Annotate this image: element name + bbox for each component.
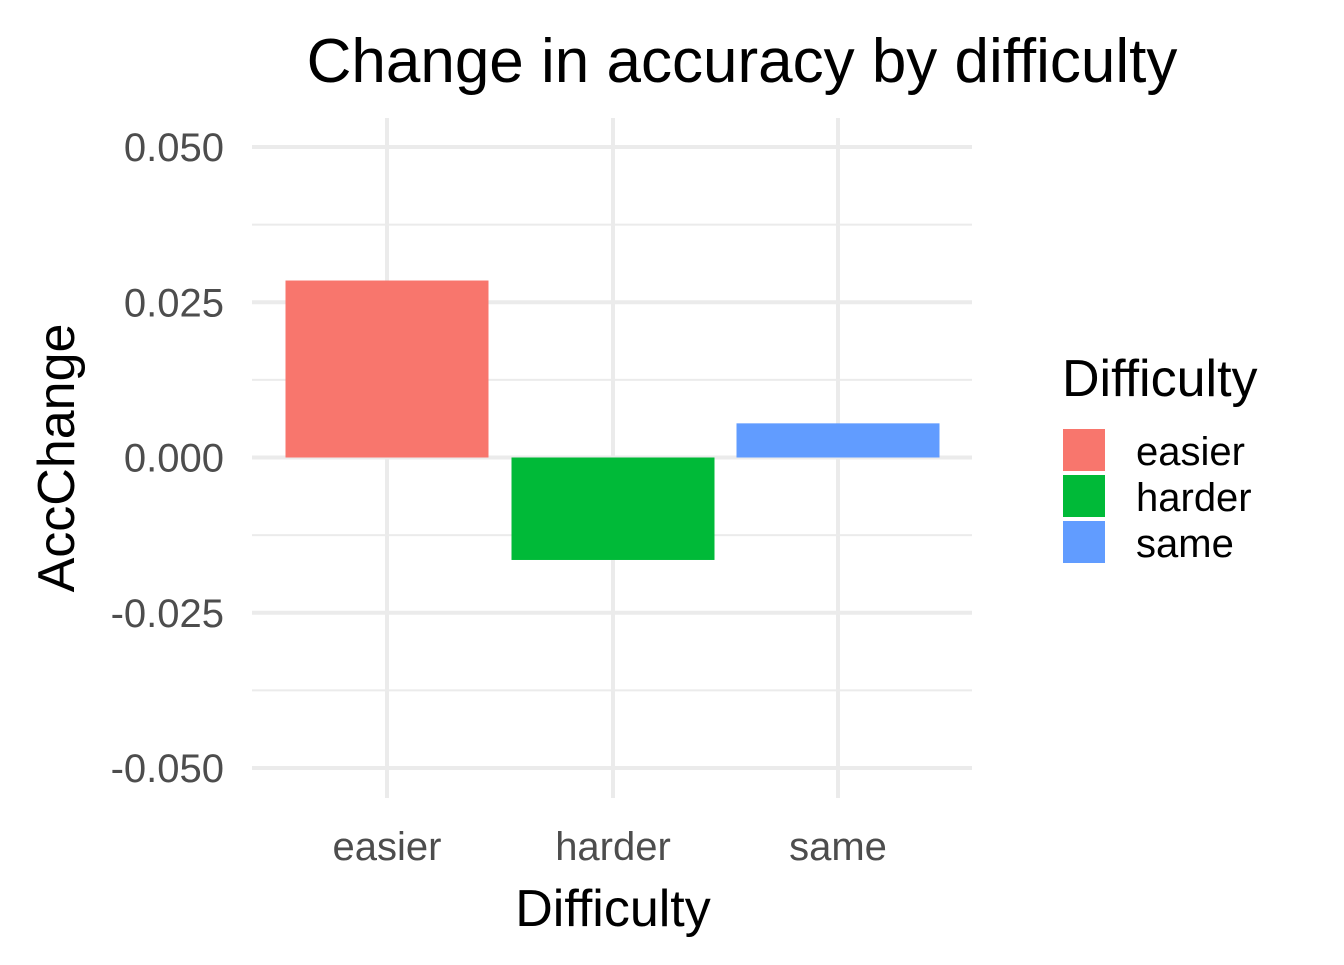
legend-label: easier (1136, 430, 1245, 474)
legend-label: harder (1136, 476, 1252, 520)
legend-key-same (1063, 521, 1105, 563)
chart-title: Change in accuracy by difficulty (307, 27, 1178, 96)
y-axis-ticks: -0.050 -0.025 0.000 0.025 0.050 (111, 126, 224, 791)
legend-key-harder (1063, 475, 1105, 517)
y-tick-label: -0.050 (111, 747, 224, 791)
bar-easier (285, 280, 489, 458)
legend-key-easier (1063, 429, 1105, 471)
legend-title: Difficulty (1062, 350, 1258, 408)
x-tick-label: same (789, 825, 887, 869)
y-tick-label: 0.000 (124, 437, 224, 481)
y-tick-label: 0.025 (124, 281, 224, 325)
y-axis-title: AccChange (28, 324, 86, 593)
bar-same (736, 423, 940, 458)
x-axis-title: Difficulty (515, 880, 711, 938)
x-tick-label: easier (333, 825, 442, 869)
legend-label: same (1136, 522, 1234, 566)
x-axis-ticks: easier harder same (333, 825, 887, 869)
y-tick-label: -0.025 (111, 592, 224, 636)
bars (285, 280, 940, 560)
x-tick-label: harder (555, 825, 671, 869)
bar-harder (511, 457, 715, 560)
y-tick-label: 0.050 (124, 126, 224, 170)
